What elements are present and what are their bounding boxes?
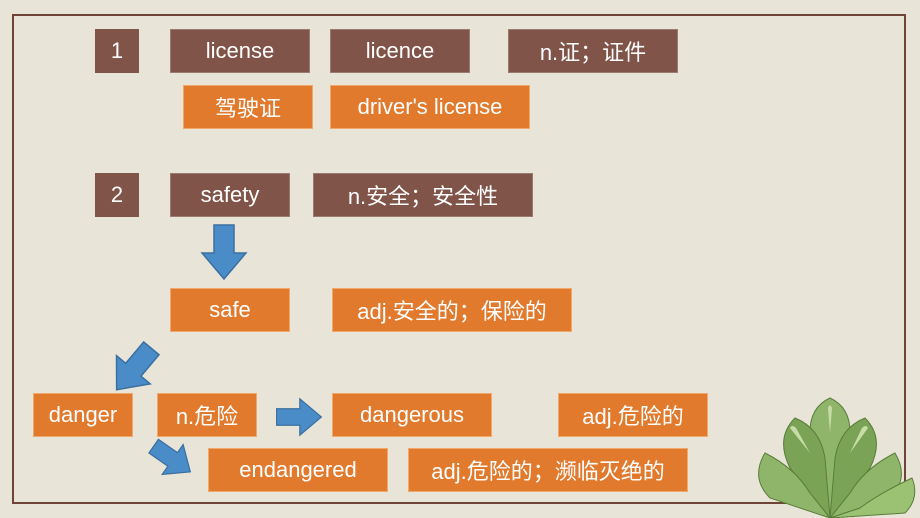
word-licence: licence <box>330 29 470 73</box>
word-drivers-license-cn: 驾驶证 <box>183 85 313 129</box>
word-drivers-license-en: driver's license <box>330 85 530 129</box>
def-danger: n.危险 <box>157 393 257 437</box>
def-safe: adj.安全的；保险的 <box>332 288 572 332</box>
word-safe: safe <box>170 288 290 332</box>
word-license: license <box>170 29 310 73</box>
word-safety: safety <box>170 173 290 217</box>
number-badge-2: 2 <box>95 173 139 217</box>
def-endangered: adj.危险的；濒临灭绝的 <box>408 448 688 492</box>
def-dangerous: adj.危险的 <box>558 393 708 437</box>
word-endangered: endangered <box>208 448 388 492</box>
def-license: n.证；证件 <box>508 29 678 73</box>
word-danger: danger <box>33 393 133 437</box>
plant-decoration-icon <box>740 338 920 518</box>
word-dangerous: dangerous <box>332 393 492 437</box>
number-badge-1: 1 <box>95 29 139 73</box>
arrow-right-icon <box>275 393 323 441</box>
def-safety: n.安全；安全性 <box>313 173 533 217</box>
arrow-down-icon <box>200 223 248 281</box>
